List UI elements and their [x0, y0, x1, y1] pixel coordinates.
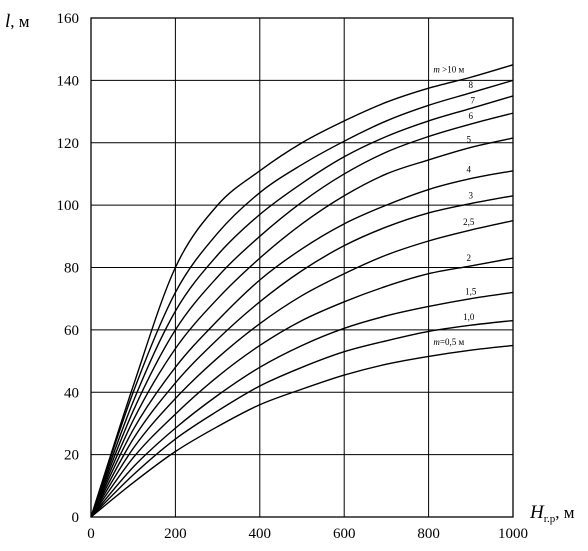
y-tick-label: 100 — [57, 198, 80, 214]
curve-line — [90, 291, 514, 518]
x-tick-label: 200 — [164, 526, 187, 542]
x-tick-label: 1000 — [498, 526, 528, 542]
curve-label: m=0,5 м — [433, 337, 464, 347]
curve-line — [90, 137, 514, 518]
curve-labels: m=0,5 м 1,0 1,5 2 2,5 3 4 5 6 7 8 m >10 м — [433, 64, 477, 347]
curve-line — [90, 79, 514, 518]
curve-label: 7 — [471, 95, 476, 105]
tick-labels: 0 200 400 600 800 1000 0 20 40 60 80 100 120 140 160 — [57, 11, 529, 542]
curve-line — [90, 220, 514, 518]
y-tick-label: 80 — [64, 261, 79, 277]
x-axis-unit: , м — [555, 503, 575, 522]
x-axis-subscript: г.р — [544, 513, 556, 525]
y-tick-label: 60 — [64, 323, 79, 339]
y-axis-unit: , м — [10, 12, 30, 31]
y-axis-label: l, м — [5, 11, 30, 32]
x-axis-label: Hг.р, м — [529, 502, 575, 525]
y-tick-label: 40 — [64, 385, 79, 401]
curve-line — [90, 344, 514, 518]
curve-label: 5 — [467, 134, 472, 144]
curve-line — [90, 195, 514, 518]
curve-line — [90, 95, 514, 518]
x-axis-symbol: H — [529, 502, 545, 523]
curve-label: 2 — [467, 253, 472, 263]
curve-line — [90, 319, 514, 518]
grid — [91, 18, 513, 517]
curve-label: 4 — [467, 165, 472, 175]
curve-label: 1,0 — [463, 312, 475, 322]
curve-label: 1,5 — [465, 287, 477, 297]
curves — [90, 64, 514, 518]
y-tick-label: 160 — [57, 11, 80, 27]
y-tick-label: 140 — [57, 73, 80, 89]
curve-label: 3 — [469, 191, 474, 201]
y-tick-label: 20 — [64, 448, 79, 464]
curve-label: 6 — [469, 111, 474, 121]
curve-label: 8 — [469, 80, 474, 90]
y-axis-symbol: l — [5, 11, 10, 32]
curve-label: 2,5 — [463, 217, 475, 227]
curve-line — [90, 64, 514, 518]
curve-line — [90, 170, 514, 518]
x-tick-label: 800 — [417, 526, 440, 542]
plot-frame — [90, 17, 514, 518]
y-tick-label: 0 — [72, 510, 80, 526]
x-tick-label: 600 — [333, 526, 356, 542]
x-tick-label: 400 — [249, 526, 272, 542]
curve-line — [90, 257, 514, 518]
y-tick-label: 120 — [57, 136, 80, 152]
curve-line — [90, 112, 514, 518]
curve-label: m >10 м — [433, 64, 464, 74]
x-tick-label: 0 — [87, 526, 95, 542]
